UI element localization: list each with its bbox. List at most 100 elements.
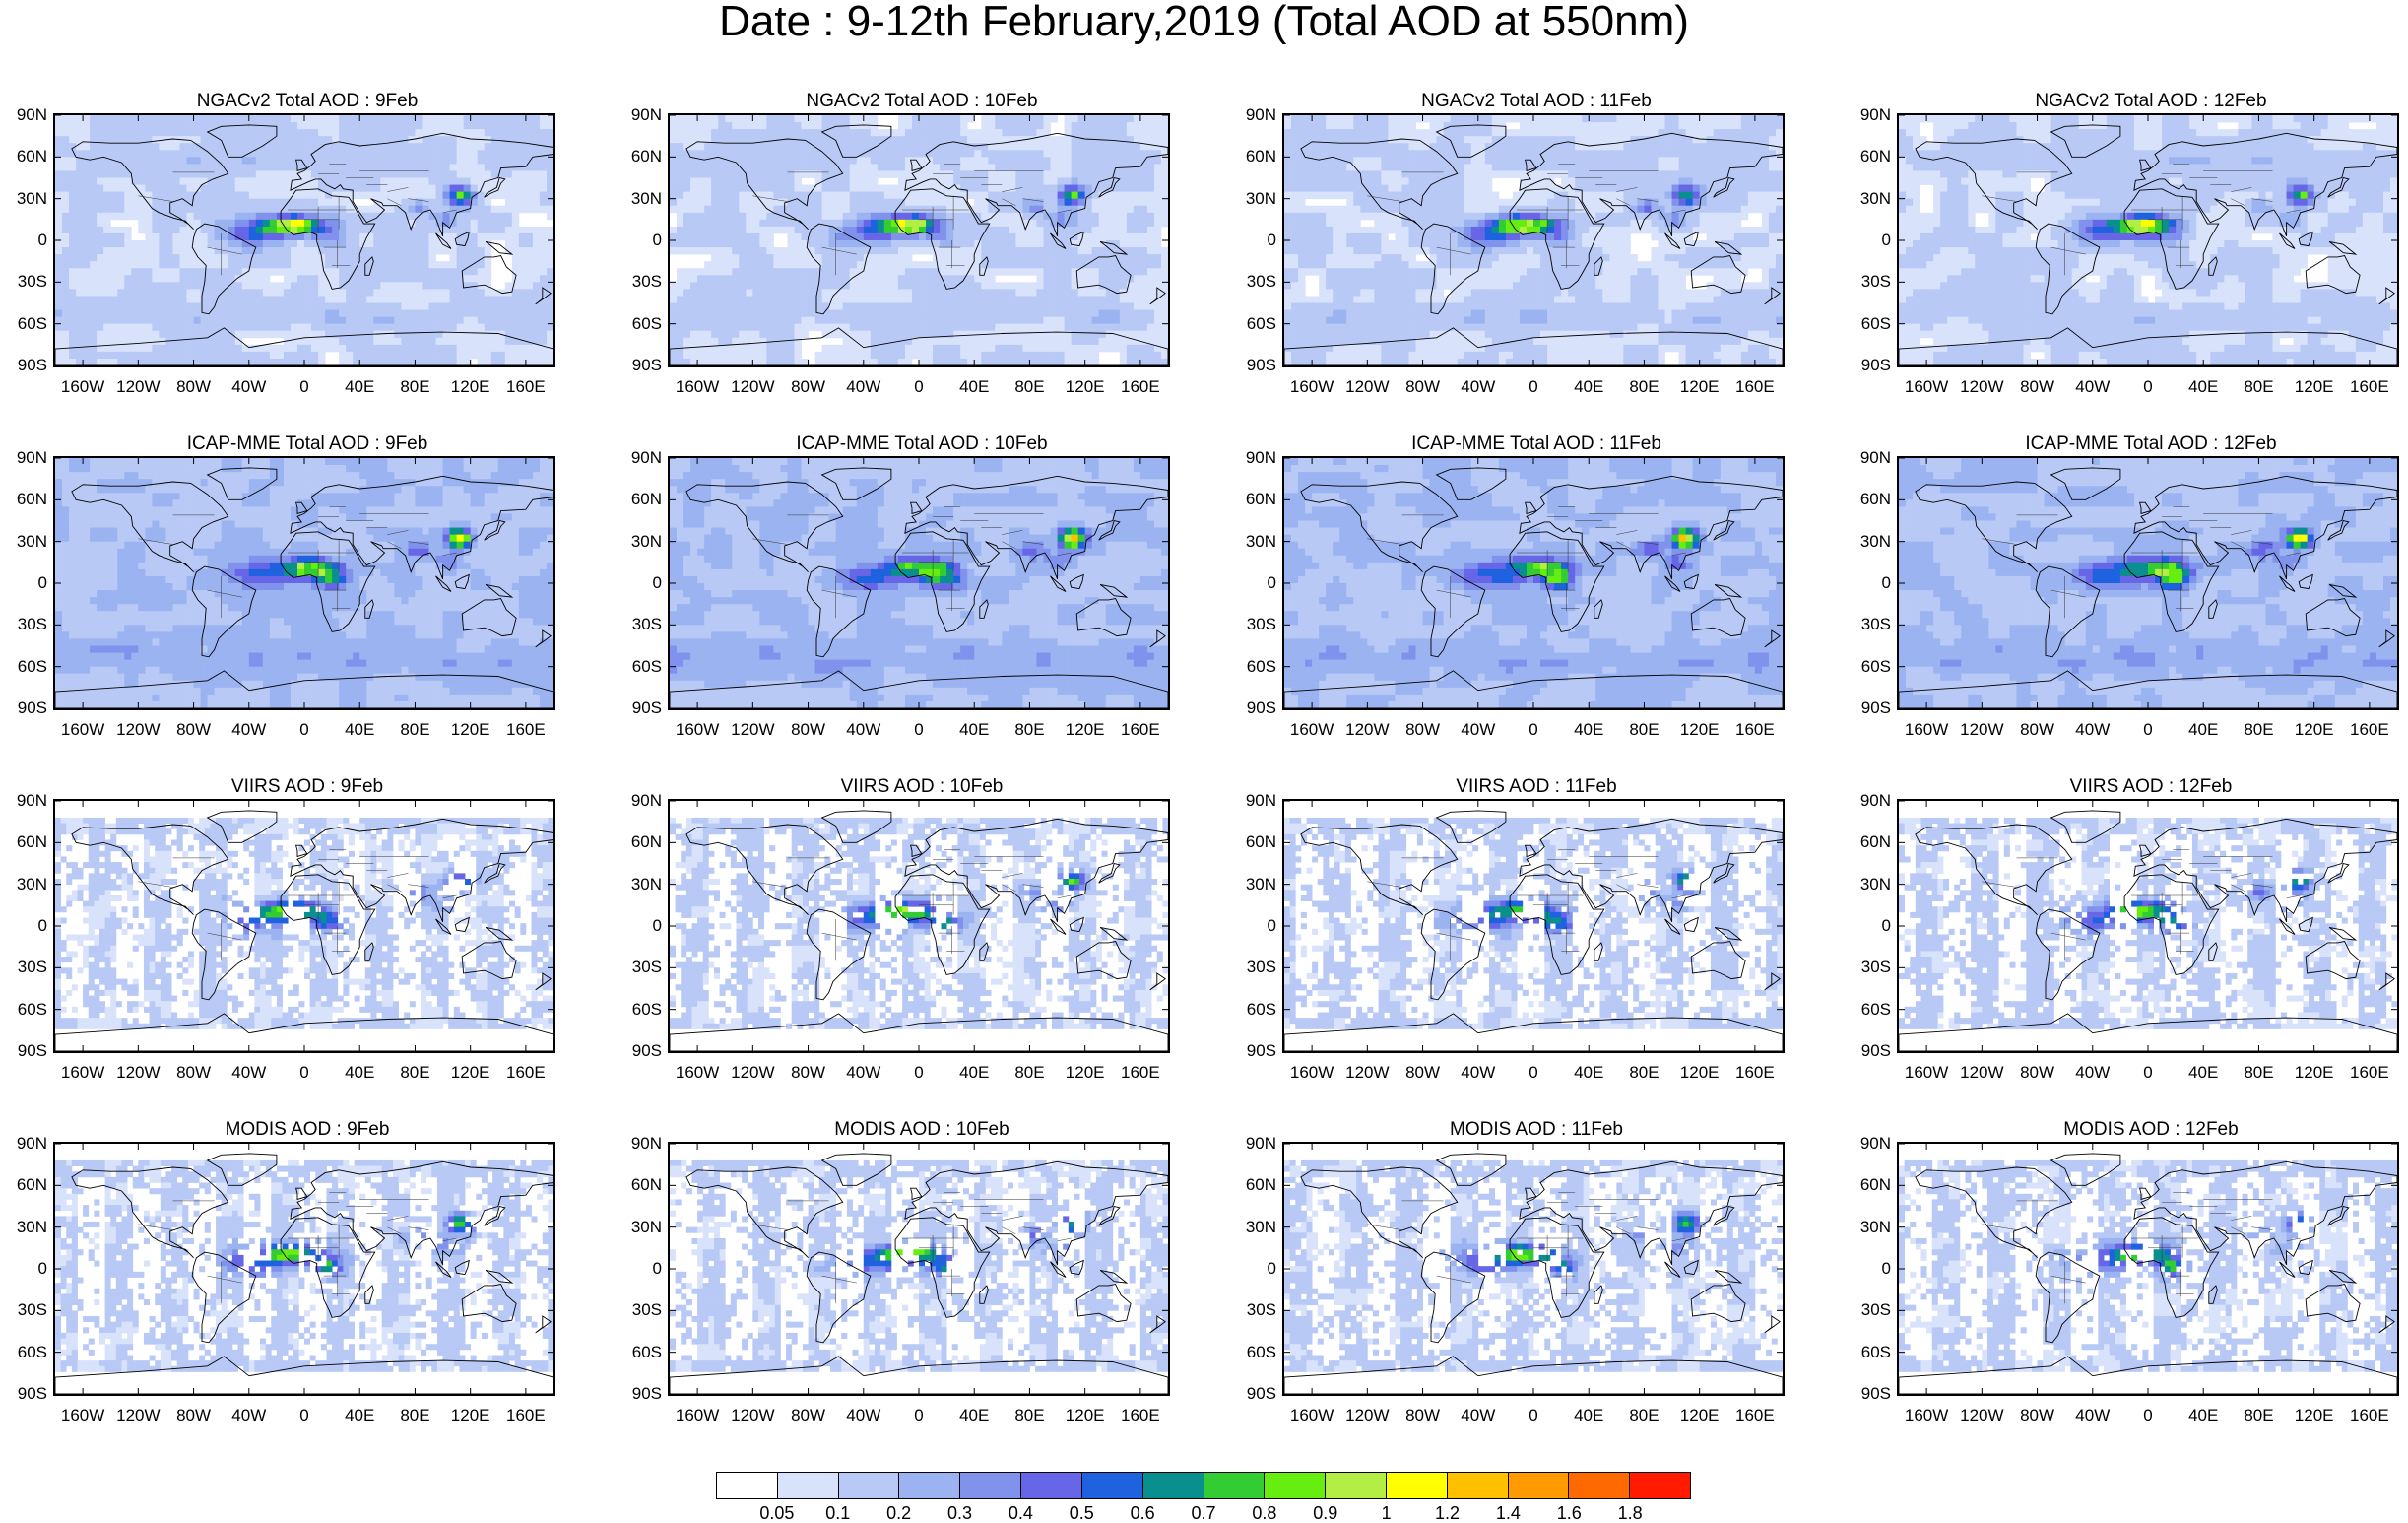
country-border [1002, 187, 1023, 192]
x-tick-label: 40W [1449, 1063, 1508, 1083]
coastline-japan [1713, 862, 1735, 884]
x-tick-label: 80E [385, 377, 444, 397]
y-tick-label: 60N [1229, 490, 1276, 509]
coastline-eurasia [1519, 1160, 1783, 1265]
country-border [1436, 1275, 1471, 1284]
coastline-africa [1509, 874, 1605, 975]
x-tick-label: 40E [944, 1063, 1004, 1083]
coastline-eurasia [904, 132, 1168, 236]
x-tick-label: 40W [220, 1063, 279, 1083]
coastline-sumatra [435, 232, 452, 249]
x-tick-label: 80W [1394, 720, 1453, 740]
country-border [408, 198, 429, 202]
coastline-new-zealand [1149, 629, 1166, 648]
coastline-north-america [1300, 1166, 1459, 1259]
country-border [1616, 198, 1631, 206]
x-tick-label: 40E [944, 720, 1004, 740]
coastline-australia [1690, 254, 1746, 295]
y-tick-label: 0 [1229, 573, 1276, 593]
x-tick-label: 40E [1559, 720, 1618, 740]
coastline-australia [2305, 597, 2361, 637]
country-border [2050, 1275, 2086, 1284]
x-tick-label: 40E [2174, 1406, 2233, 1425]
coastline-sumatra [1664, 575, 1681, 592]
y-tick-label: 90S [1229, 1384, 1276, 1404]
y-tick-label: 90S [0, 1041, 47, 1061]
aod-map [668, 799, 1170, 1053]
x-tick-label: 0 [2118, 377, 2178, 397]
y-tick-label: 60S [1229, 314, 1276, 334]
y-tick-label: 30S [1229, 958, 1276, 977]
coastline-north-america [1915, 1166, 2073, 1259]
country-border [2251, 198, 2273, 202]
country-border [387, 1216, 409, 1221]
coastline-greenland [1435, 124, 1507, 158]
country-border [1616, 187, 1638, 192]
country-border [2231, 884, 2245, 892]
coastline-north-america [1915, 481, 2073, 573]
x-tick-label: 40W [834, 377, 893, 397]
coastline-japan [484, 519, 506, 541]
coastline-sumatra [2279, 1261, 2296, 1278]
x-tick-label: 120W [108, 377, 167, 397]
x-tick-label: 40E [330, 377, 389, 397]
coastline-madagascar [1594, 1285, 1603, 1304]
coastline-antarctica [55, 1013, 553, 1051]
x-tick-label: 160E [496, 377, 555, 397]
coastline-south-america [806, 223, 872, 315]
aod-field-cells [670, 115, 1168, 365]
coastline-africa [2123, 531, 2220, 632]
aod-map-plot [55, 1144, 553, 1394]
coastline-new-guinea [485, 926, 514, 941]
coastline-new-zealand [2378, 287, 2395, 305]
coastline-antarctica [1284, 670, 1783, 708]
country-border [752, 195, 788, 202]
coastline-new-guinea [1099, 926, 1129, 941]
y-tick-label: 30N [615, 532, 662, 552]
coastline-borneo [2298, 573, 2313, 590]
country-border [2286, 894, 2301, 899]
country-border [1616, 541, 1631, 549]
coastline-greenland [206, 810, 278, 843]
coastline-uk [295, 159, 308, 171]
country-border [752, 881, 788, 888]
x-tick-label: 120E [2285, 720, 2344, 740]
colorbar-label: 0.3 [931, 1503, 990, 1523]
coastline-africa [2123, 874, 2220, 975]
coastline-africa [1509, 188, 1605, 290]
x-tick-label: 160E [1111, 377, 1170, 397]
x-tick-label: 120E [1670, 1063, 1729, 1083]
coastline-south-america [806, 908, 872, 1001]
coastline-australia [2305, 1283, 2361, 1323]
page-title: Date : 9-12th February,2019 (Total AOD a… [0, 0, 2408, 43]
coastlines [670, 810, 1168, 1051]
x-tick-label: 40E [330, 1063, 389, 1083]
coastlines [1899, 467, 2397, 708]
x-tick-label: 160W [53, 377, 112, 397]
coastline-new-guinea [2328, 240, 2358, 255]
y-tick-label: 90S [1844, 356, 1891, 375]
aod-map [668, 113, 1170, 367]
colorbar-label: 1.2 [1418, 1503, 1477, 1523]
coastline-new-zealand [2378, 629, 2395, 648]
x-tick-label: 120E [1670, 720, 1729, 740]
y-tick-label: 60S [1229, 1000, 1276, 1020]
coastline-africa [894, 188, 991, 290]
aod-map-plot [1284, 801, 1783, 1051]
x-tick-label: 0 [1504, 1406, 1563, 1425]
x-tick-label: 80E [1000, 1406, 1059, 1425]
coastline-new-guinea [485, 240, 514, 255]
x-tick-label: 160W [1282, 1406, 1341, 1425]
country-border [1671, 552, 1686, 557]
country-border [207, 246, 242, 255]
panel-title: VIIRS AOD : 10Feb [615, 776, 1229, 798]
x-tick-label: 120W [723, 377, 782, 397]
coastline-greenland [820, 467, 892, 500]
x-tick-label: 160W [668, 377, 727, 397]
x-tick-label: 0 [1504, 720, 1563, 740]
country-border [2050, 932, 2086, 941]
y-tick-label: 30S [0, 615, 47, 634]
coastline-antarctica [1899, 670, 2397, 708]
aod-map [1897, 113, 2399, 367]
colorbar-swatch [717, 1473, 778, 1498]
